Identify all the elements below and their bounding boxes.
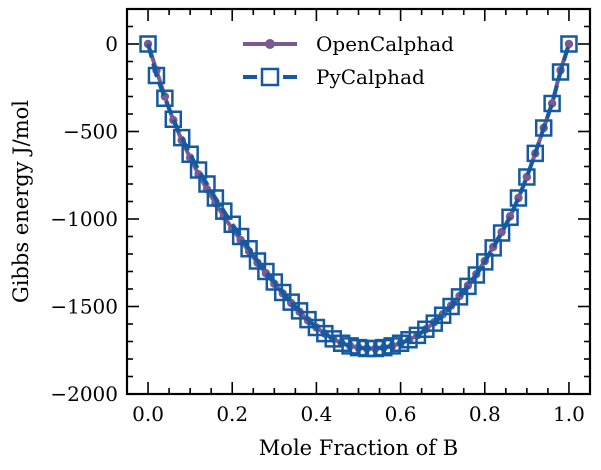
pycalphad-point <box>501 208 519 226</box>
series-layer <box>139 35 578 358</box>
y-tick-label: −2000 <box>50 382 118 406</box>
y-tick-label: −500 <box>63 120 118 144</box>
x-axis-title: Mole Fraction of B <box>259 436 458 460</box>
opencalphad-point <box>497 227 506 237</box>
pycalphad-point <box>560 35 578 53</box>
plot-frame <box>125 7 592 396</box>
legend-marker-pycalphad <box>260 67 280 87</box>
pycalphad-point <box>147 66 166 85</box>
pycalphad-point <box>551 63 570 81</box>
pycalphad-point <box>543 94 561 113</box>
x-tick-label: 0.2 <box>216 402 248 426</box>
y-axis-title: Gibbs energy J/mol <box>9 100 33 303</box>
pycalphad-point <box>172 128 191 147</box>
legend-label-pycalphad: PyCalphad <box>316 65 425 89</box>
pycalphad-point <box>156 89 174 107</box>
x-tick-label: 0.0 <box>132 402 164 426</box>
opencalphad-point <box>564 39 574 49</box>
legend: OpenCalphad PyCalphad <box>243 32 454 89</box>
axes-layer: 0.0 0.2 0.4 0.6 0.8 1.0 0 −500 −1000 −1500 −2000 <box>50 8 591 426</box>
pycalphad-point <box>534 119 553 137</box>
pycalphad-point <box>164 110 183 128</box>
x-tick-label: 0.8 <box>469 402 501 426</box>
pycalphad-point <box>139 35 157 53</box>
pycalphad-point <box>518 168 536 186</box>
x-tick-label: 1.0 <box>553 402 585 426</box>
legend-label-opencalphad: OpenCalphad <box>316 32 454 56</box>
y-tick-label: −1500 <box>50 295 118 319</box>
pycalphad-point <box>509 189 528 207</box>
x-tick-label: 0.6 <box>385 402 417 426</box>
pycalphad-point <box>526 144 545 163</box>
y-tick-label: −1000 <box>50 207 118 231</box>
y-tick-label: 0 <box>105 32 118 56</box>
x-tick-label: 0.4 <box>301 402 333 426</box>
legend-marker-opencalphad <box>265 39 275 49</box>
